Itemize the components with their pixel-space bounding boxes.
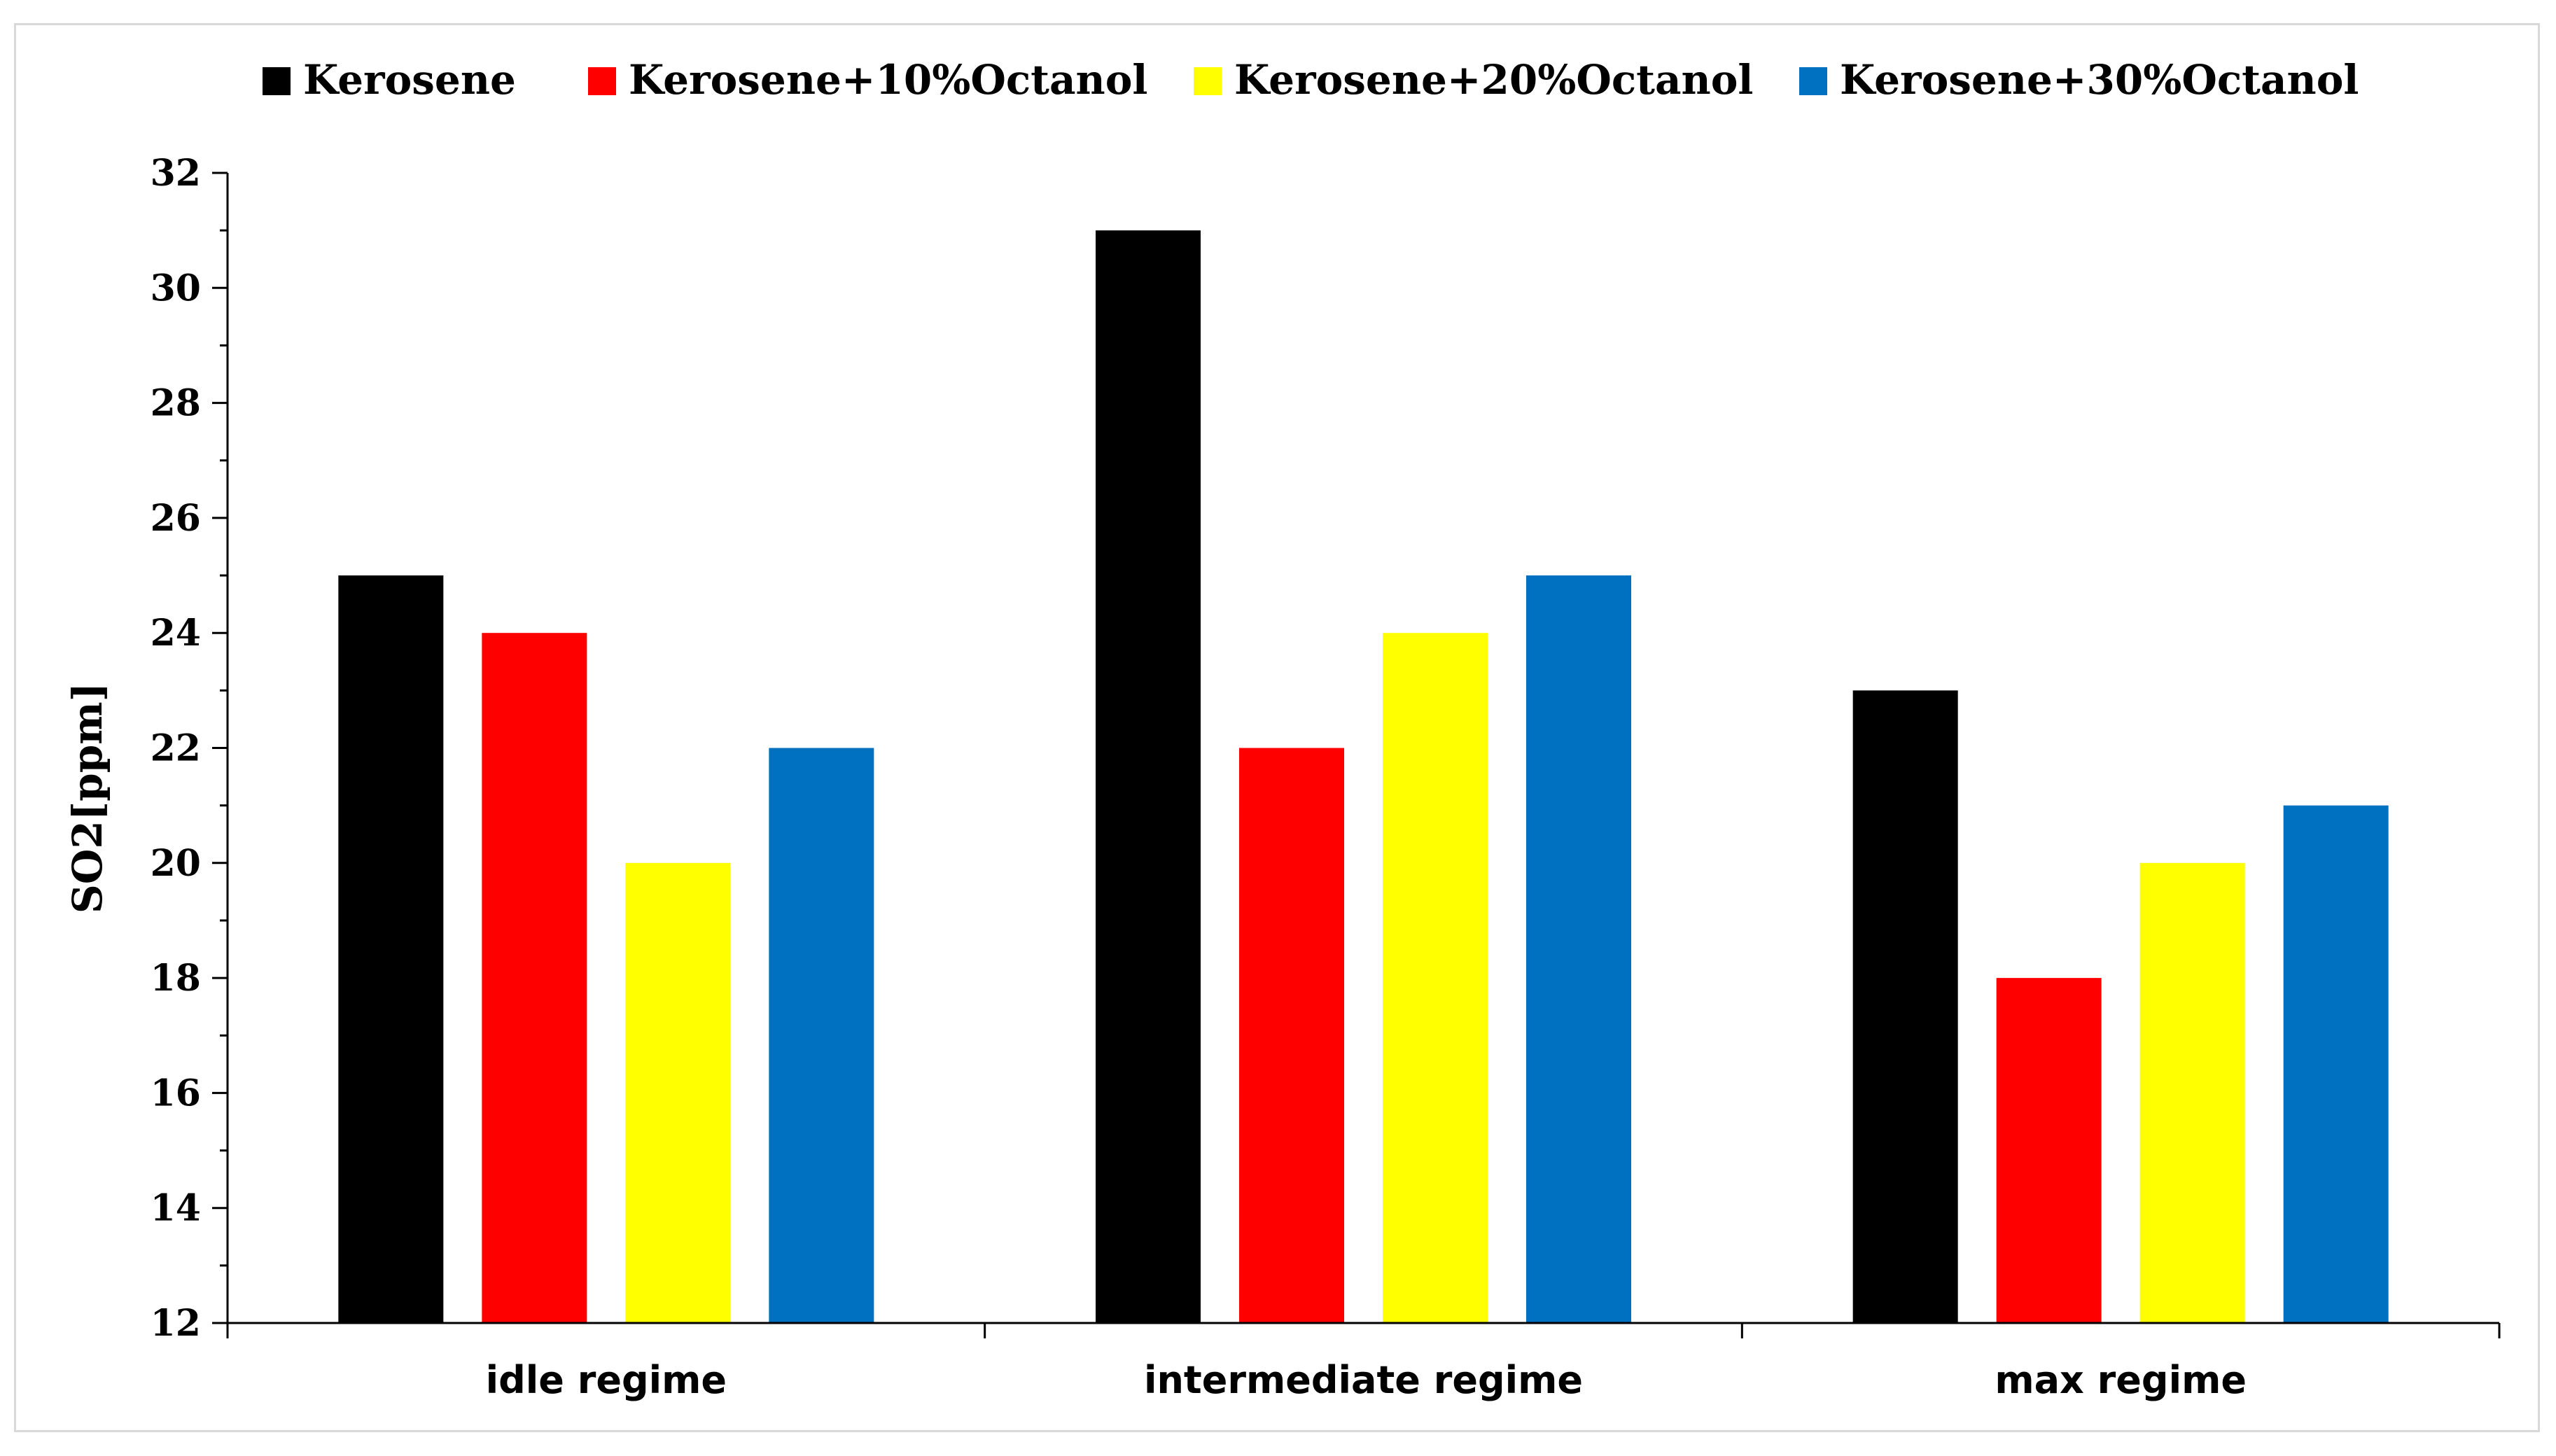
y-tick-label: 22 [151, 727, 201, 770]
legend-label: Kerosene+20%Octanol [1234, 56, 1753, 104]
bar [482, 633, 587, 1323]
legend-label: Kerosene+10%Octanol [629, 56, 1147, 104]
bar [2139, 862, 2245, 1323]
y-tick-label: 32 [151, 152, 201, 195]
bar [338, 575, 444, 1323]
y-axis: 12 14 16 18 20 22 24 26 28 30 32 [151, 152, 229, 1345]
bar [1239, 748, 1344, 1323]
bar [2283, 805, 2389, 1323]
legend-label: Kerosene+30%Octanol [1840, 56, 2359, 104]
bars [338, 230, 2389, 1323]
bar [769, 748, 874, 1323]
legend-swatch [1799, 67, 1827, 95]
x-category-label: intermediate regime [1144, 1358, 1583, 1402]
y-tick-label: 30 [151, 267, 201, 309]
y-tick-label: 26 [151, 497, 201, 540]
y-tick-label: 24 [151, 612, 201, 654]
y-tick-label: 28 [151, 382, 201, 425]
legend-swatch [588, 67, 616, 95]
bar [625, 862, 731, 1323]
legend-swatch [1194, 67, 1222, 95]
bar [1383, 633, 1488, 1323]
legend-label: Kerosene [303, 56, 516, 104]
legend: Kerosene Kerosene+10%Octanol Kerosene+20%O… [263, 56, 2359, 104]
y-tick-label: 18 [151, 957, 201, 1000]
bar [1096, 230, 1201, 1323]
y-tick-label: 20 [151, 842, 201, 885]
bar [1526, 575, 1631, 1323]
y-axis-title: SO2[ppm] [64, 682, 111, 913]
x-category-label: idle regime [486, 1358, 727, 1402]
x-axis: idle regime intermediate regime max regime [226, 1322, 2501, 1402]
y-tick-label: 12 [151, 1302, 201, 1345]
bar [1996, 978, 2102, 1323]
legend-swatch [263, 67, 291, 95]
y-tick-label: 16 [151, 1072, 201, 1114]
x-category-label: max regime [1995, 1358, 2247, 1402]
y-tick-label: 14 [151, 1187, 201, 1230]
bar [1852, 690, 1958, 1323]
